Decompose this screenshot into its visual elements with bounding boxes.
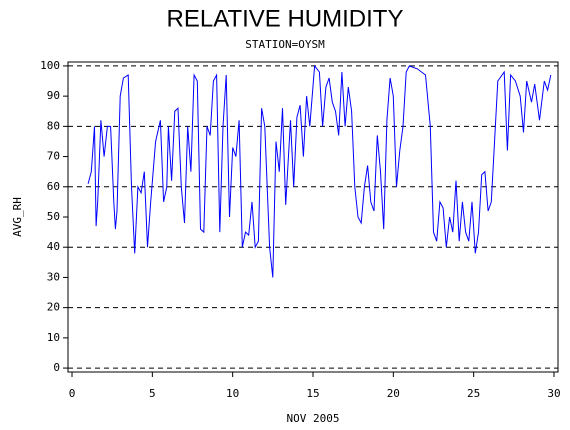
y-tick-label: 60: [47, 180, 60, 193]
y-tick-label: 90: [47, 89, 60, 102]
x-tick-label: 20: [387, 387, 400, 400]
y-tick-label: 30: [47, 270, 60, 283]
x-axis-label: NOV 2005: [287, 412, 340, 425]
x-tick-label: 10: [226, 387, 239, 400]
chart-title: RELATIVE HUMIDITY: [167, 5, 404, 32]
y-tick-label: 80: [47, 119, 60, 132]
chart-subtitle: STATION=OYSM: [245, 38, 325, 51]
x-tick-label: 0: [69, 387, 76, 400]
y-axis-label: AVG_RH: [11, 197, 24, 237]
y-tick-label: 0: [53, 361, 60, 374]
x-tick-label: 30: [547, 387, 560, 400]
x-tick-label: 5: [149, 387, 156, 400]
x-tick-label: 15: [306, 387, 319, 400]
y-tick-label: 50: [47, 210, 60, 223]
y-tick-label: 40: [47, 240, 60, 253]
data-line: [87, 64, 552, 278]
plot-frame: [67, 61, 559, 373]
y-tick-label: 10: [47, 331, 60, 344]
y-tick-label: 70: [47, 150, 60, 163]
x-tick-label: 25: [467, 387, 480, 400]
y-tick-label: 100: [40, 59, 60, 72]
y-tick-label: 20: [47, 301, 60, 314]
